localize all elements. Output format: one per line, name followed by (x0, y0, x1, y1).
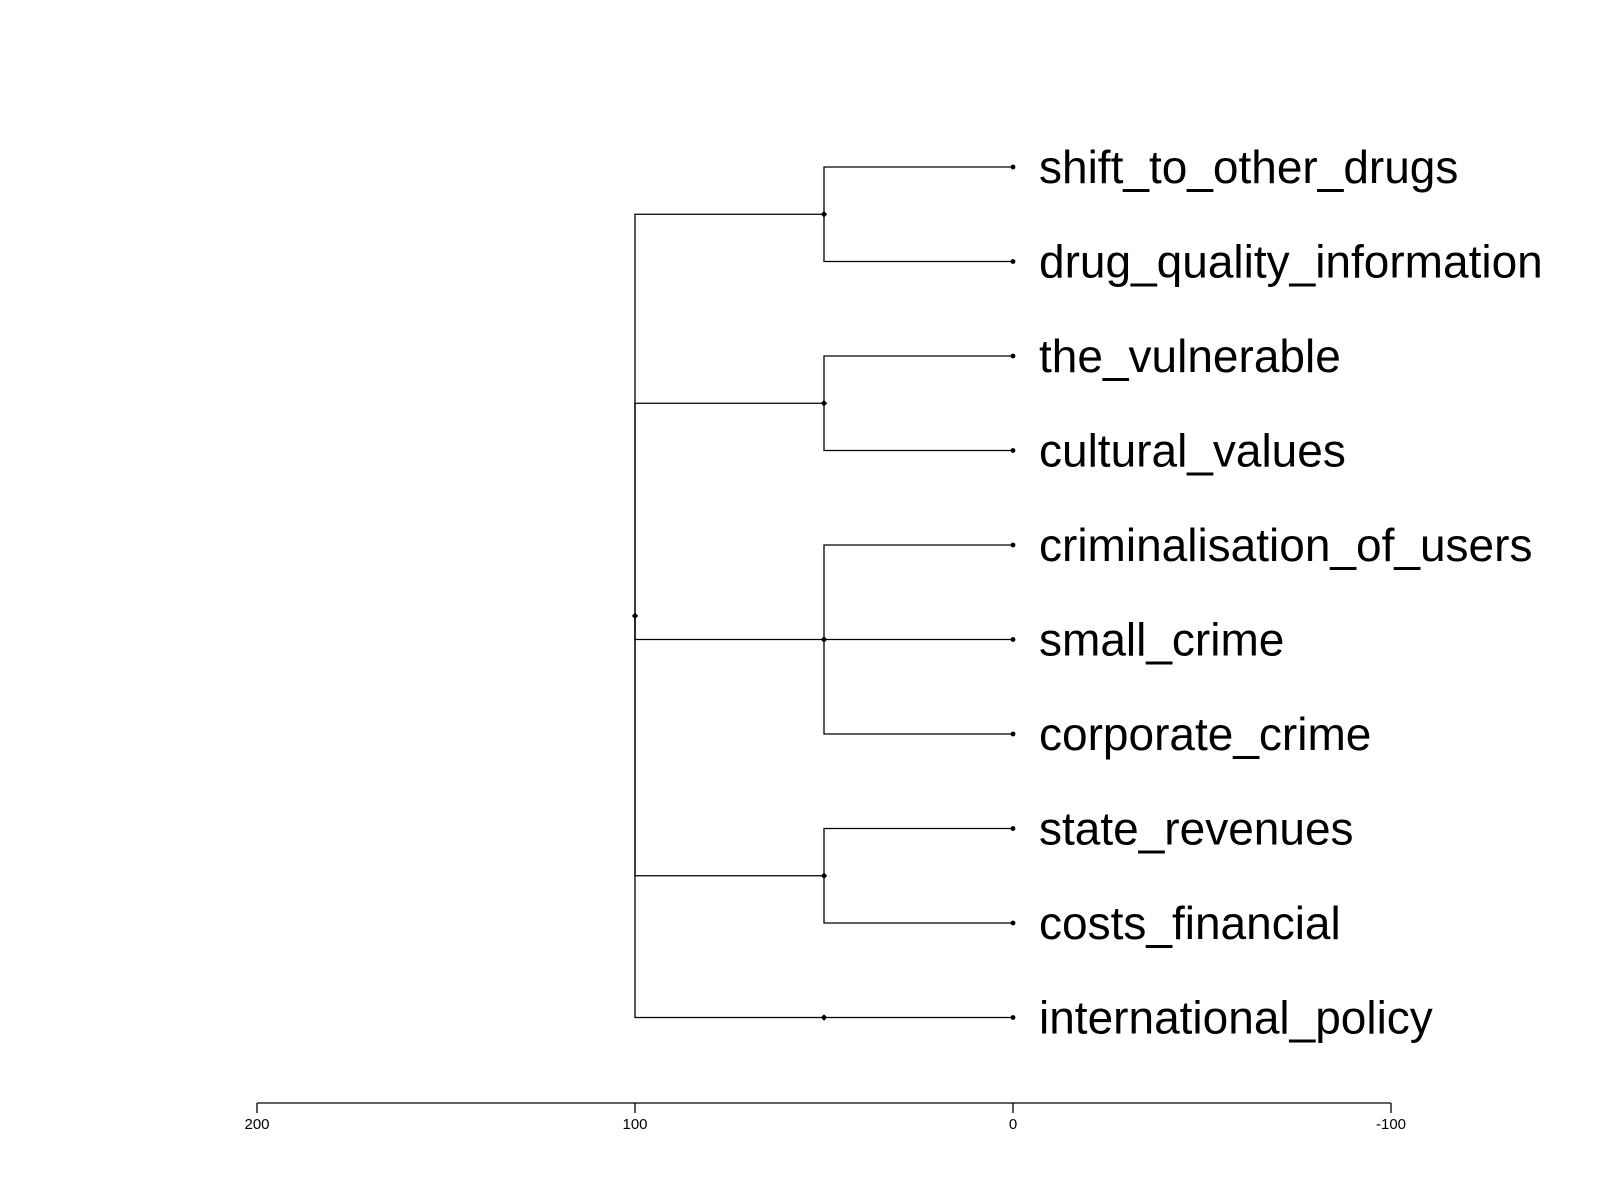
leaf-label: cultural_values (1039, 425, 1346, 477)
leaf-node (1010, 448, 1016, 453)
tree-branch (634, 615, 824, 1019)
tree-branch (823, 214, 1013, 263)
leaf-node (1010, 259, 1016, 264)
merge-node (631, 612, 639, 620)
leaf-label: drug_quality_information (1039, 236, 1543, 288)
merge-node (820, 400, 828, 407)
leaf-node (1010, 826, 1016, 831)
tree-branch (634, 213, 824, 616)
leaf-label: corporate_crime (1039, 708, 1371, 760)
leaf-label: costs_financial (1039, 897, 1341, 949)
tree-branch (823, 355, 1013, 404)
leaf-node (1010, 1015, 1016, 1020)
leaf-labels: shift_to_other_drugs drug_quality_informa… (1039, 141, 1543, 1044)
height-axis: 200 100 0 -100 (244, 1102, 1406, 1133)
tree-branch (823, 166, 1013, 215)
tree-branch (823, 403, 1013, 452)
leaf-label: shift_to_other_drugs (1039, 141, 1458, 193)
tree-branch (823, 827, 1013, 876)
leaf-label: the_vulnerable (1039, 330, 1341, 382)
tree-branch (634, 615, 824, 641)
axis-tick-label: 100 (622, 1116, 647, 1133)
tree-branch (823, 639, 1013, 735)
leaf-node (1010, 637, 1016, 642)
merge-node (820, 636, 828, 643)
leaf-node (1010, 164, 1016, 170)
merge-node (820, 872, 828, 879)
leaf-node (1010, 542, 1016, 548)
leaf-label: criminalisation_of_users (1039, 519, 1532, 571)
merge-node (820, 211, 828, 218)
axis-tick-label: 200 (244, 1116, 269, 1133)
tree-nodes (631, 164, 1016, 1021)
tree-branch (823, 544, 1013, 640)
leaf-label: state_revenues (1039, 803, 1354, 855)
leaf-node (1010, 731, 1016, 737)
leaf-node (1010, 920, 1016, 926)
axis-tick-label: 0 (1009, 1116, 1017, 1133)
leaf-label: small_crime (1039, 614, 1284, 666)
axis-tick-label: -100 (1376, 1116, 1406, 1133)
tree-branch (634, 615, 824, 877)
tree-branch (634, 402, 824, 616)
leaf-label: international_policy (1039, 992, 1433, 1044)
leaf-node (1010, 353, 1016, 359)
tree-branch (823, 875, 1013, 924)
merge-node (820, 1014, 828, 1021)
tree-links (634, 166, 1013, 1019)
